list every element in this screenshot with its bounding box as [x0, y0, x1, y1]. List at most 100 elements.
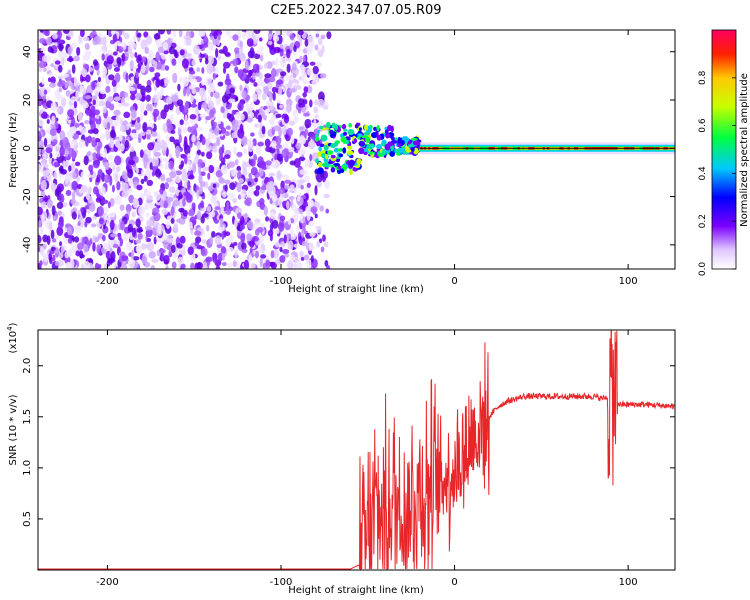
heatmap-noise-blob: [302, 216, 306, 223]
heatmap-noise-blob: [51, 115, 56, 125]
heatmap-noise-blob: [84, 119, 90, 125]
heatmap-noise-blob: [38, 130, 42, 137]
heatmap-noise-blob: [121, 52, 125, 62]
heatmap-noise-blob: [186, 152, 191, 163]
heatmap-noise-blob: [250, 132, 255, 137]
heatmap-noise-blob: [271, 140, 277, 149]
heatmap-noise-blob: [164, 76, 169, 87]
heatmap-noise-blob: [171, 58, 177, 66]
heatmap-noise-blob: [207, 100, 215, 110]
heatmap-noise-blob: [298, 126, 305, 131]
heatmap-x-ticks: -200 -100 0 100: [96, 30, 638, 287]
heatmap-noise-blob: [136, 32, 142, 38]
heatmap-noise-blob: [140, 39, 148, 50]
heatmap-noise-blob: [98, 217, 104, 225]
heatmap-noise-blob: [170, 129, 176, 135]
heatmap-noise-blob: [283, 253, 290, 258]
heatmap-noise-blob: [184, 266, 189, 269]
heatmap-noise-blob: [246, 37, 254, 47]
heatmap-noise-blob: [306, 44, 313, 55]
heatmap-noise-blob: [74, 236, 80, 243]
heatmap-noise-blob: [245, 30, 253, 39]
heatmap-noise-blob: [238, 178, 244, 184]
heatmap-noise-blob: [95, 197, 102, 203]
heatmap-noise-blob: [71, 190, 76, 201]
heatmap-noise-blob: [40, 180, 47, 191]
heatmap-noise-blob: [185, 193, 193, 203]
heatmap-noise-blob: [221, 229, 225, 240]
heatmap-noise-blob: [67, 129, 74, 138]
heatmap-noise-blob: [202, 261, 208, 269]
heatmap-noise-blob: [143, 110, 148, 116]
heatmap-noise-blob: [60, 246, 65, 254]
heatmap-noise-blob: [114, 72, 121, 83]
heatmap-noise-blob: [181, 169, 187, 175]
heatmap-noise-blob: [99, 89, 107, 95]
heatmap-noise-blob: [38, 206, 43, 216]
heatmap-noise-blob: [171, 94, 179, 102]
heatmap-noise-blob: [151, 258, 159, 263]
heatmap-noise-blob: [179, 76, 184, 83]
heatmap-noise-blob: [79, 250, 84, 259]
heatmap-scatter-blob: [347, 129, 355, 136]
heatmap-noise-blob: [56, 226, 64, 237]
heatmap-noise-blob: [300, 64, 306, 75]
heatmap-noise-blob: [226, 246, 234, 253]
colorbar-tick-label: 0.2: [698, 214, 708, 228]
snr-x-tick-label: 100: [619, 577, 638, 588]
heatmap-noise-blob: [279, 48, 284, 58]
heatmap-noise-blob: [196, 67, 201, 73]
heatmap-noise-blob: [183, 135, 188, 147]
heatmap-noise-blob: [231, 169, 236, 177]
heatmap-noise-blob: [285, 72, 289, 82]
heatmap-noise-blob: [49, 128, 57, 137]
heatmap-noise-blob: [136, 184, 143, 191]
heatmap-noise-blob: [146, 238, 151, 243]
heatmap-noise-blob: [132, 35, 137, 43]
heatmap-scatter-blob: [405, 145, 410, 152]
heatmap-noise-blob: [135, 244, 143, 254]
heatmap-noise-blob: [67, 109, 75, 118]
heatmap-noise-blob: [134, 51, 138, 58]
heatmap-noise-blob: [146, 129, 152, 135]
heatmap-noise-blob: [161, 53, 166, 60]
heatmap-noise-blob: [68, 55, 73, 63]
heatmap-noise-blob: [293, 208, 299, 218]
heatmap-noise-blob: [217, 54, 222, 61]
heatmap-noise-blob: [162, 157, 169, 162]
heatmap-noise-blob: [259, 198, 265, 205]
heatmap-noise-blob: [123, 102, 130, 107]
heatmap-noise-blob: [58, 64, 63, 73]
heatmap-noise-blob: [42, 152, 47, 160]
heatmap-noise-blob: [232, 34, 239, 42]
heatmap-noise-blob: [80, 171, 84, 180]
heatmap-noise-blob: [169, 186, 176, 194]
heatmap-noise-blob: [73, 55, 80, 62]
heatmap-noise-blob: [95, 177, 101, 183]
heatmap-noise-blob: [233, 241, 238, 246]
heatmap-noise-blob: [46, 119, 50, 124]
heatmap-noise-blob: [226, 73, 230, 83]
heatmap-noise-blob: [135, 92, 143, 100]
heatmap-noise-blob: [80, 184, 88, 193]
heatmap-noise-blob: [119, 204, 125, 212]
heatmap-noise-blob: [139, 113, 144, 122]
heatmap-noise-blob: [85, 216, 92, 224]
heatmap-noise-blob: [121, 182, 129, 192]
heatmap-noise-blob: [183, 154, 188, 165]
heatmap-scatter-blob: [401, 140, 405, 145]
heatmap-noise-blob: [94, 236, 100, 243]
heatmap-noise-blob: [194, 123, 199, 129]
heatmap-noise-blob: [223, 154, 231, 160]
heatmap-scatter-blob: [364, 124, 369, 131]
heatmap-noise-blob: [209, 210, 216, 218]
heatmap-noise-blob: [251, 235, 260, 242]
heatmap-noise-blob: [171, 261, 177, 269]
heatmap-noise-blob: [268, 93, 273, 103]
heatmap-noise-blob: [38, 234, 42, 244]
heatmap-noise-blob: [305, 191, 309, 200]
heatmap-noise-blob: [56, 183, 65, 193]
heatmap-noise-blob: [87, 129, 95, 134]
heatmap-noise-blob: [68, 147, 75, 157]
